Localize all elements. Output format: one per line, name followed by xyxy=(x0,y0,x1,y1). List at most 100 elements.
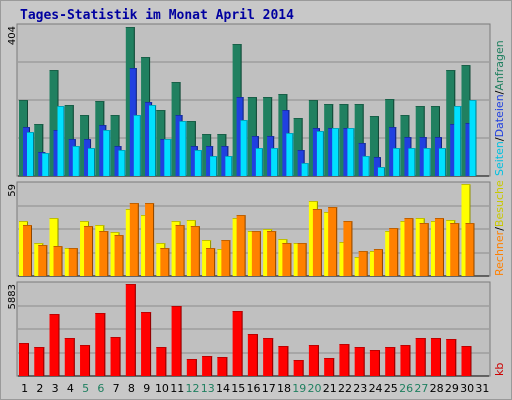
bar-seiten-14-top xyxy=(225,156,233,157)
bar-seiten-2-top xyxy=(42,153,50,154)
bar-kb-30-shade xyxy=(470,346,472,376)
bar-anfragen-11-top xyxy=(171,82,181,83)
bar-dateien-15 xyxy=(236,97,244,176)
bar-kb-17 xyxy=(263,338,274,376)
bar-dateien-3 xyxy=(53,130,61,176)
bar-seiten-23-top xyxy=(362,156,370,157)
bar-kb-13 xyxy=(202,356,213,376)
bar-rechner-15-top xyxy=(236,215,246,216)
bar-seiten-25-shade xyxy=(399,148,401,176)
bar-anfragen-28-top xyxy=(430,106,440,107)
bar-seiten-29 xyxy=(454,106,462,176)
bar-anfragen-14-top xyxy=(217,134,227,135)
bar-seiten-24-shade xyxy=(383,167,385,176)
bar-dateien-9-top xyxy=(145,102,153,103)
bar-dateien-23-top xyxy=(358,143,366,144)
bar-rechner-14 xyxy=(221,240,231,276)
bar-kb-4-top xyxy=(64,338,75,339)
bar-dateien-26 xyxy=(404,137,412,176)
bar-dateien-20-top xyxy=(312,128,320,129)
bar-kb-19-shade xyxy=(302,360,304,376)
bar-anfragen-24-shade xyxy=(377,116,379,176)
bar-kb-23 xyxy=(354,347,365,376)
x-label-28: 28 xyxy=(430,382,444,395)
x-label-22: 22 xyxy=(338,382,352,395)
bar-rechner-18-shade xyxy=(290,243,292,276)
bar-dateien-27-top xyxy=(419,137,427,138)
bar-kb-11-shade xyxy=(180,306,182,376)
bar-kb-2-shade xyxy=(43,347,45,376)
bar-kb-1 xyxy=(19,343,29,376)
bar-kb-25-top xyxy=(385,347,396,348)
bar-seiten-22 xyxy=(347,128,355,176)
bar-anfragen-7-shade xyxy=(118,115,120,176)
bar-anfragen-2-shade xyxy=(42,124,44,176)
bar-kb-6-shade xyxy=(104,313,106,376)
bar-seiten-20-top xyxy=(316,131,324,132)
bar-seiten-3-shade xyxy=(63,106,65,176)
bar-seiten-13-shade xyxy=(216,156,218,176)
bar-rechner-18-top xyxy=(282,243,292,244)
bar-dateien-18 xyxy=(282,110,290,176)
bar-dateien-26-top xyxy=(404,137,412,138)
bar-seiten-10-shade xyxy=(170,139,172,176)
bar-kb-9 xyxy=(141,312,152,376)
bar-rechner-11 xyxy=(175,225,185,276)
bar-rechner-19-top xyxy=(297,243,307,244)
bar-seiten-28 xyxy=(438,148,446,176)
bar-seiten-4-top xyxy=(72,146,80,147)
bar-kb-20 xyxy=(308,345,319,376)
bar-rechner-25-shade xyxy=(397,228,399,276)
bar-kb-28 xyxy=(430,338,441,376)
bar-besuche-11-top xyxy=(171,221,181,222)
legend-middle-0: Rechner xyxy=(493,230,506,276)
bar-anfragen-25-top xyxy=(385,99,395,100)
bar-rechner-12-shade xyxy=(198,226,200,276)
bar-rechner-6 xyxy=(99,231,109,276)
bar-seiten-1 xyxy=(27,132,34,176)
bar-rechner-25-top xyxy=(389,228,399,229)
bar-rechner-10 xyxy=(160,248,170,276)
bar-kb-7-shade xyxy=(119,337,121,376)
bar-anfragen-29-top xyxy=(446,70,456,71)
bar-seiten-7 xyxy=(118,150,126,176)
bar-dateien-14 xyxy=(221,146,229,176)
bar-seiten-8-top xyxy=(133,115,141,116)
bar-seiten-30-shade xyxy=(475,100,477,176)
bar-anfragen-24 xyxy=(369,116,379,176)
bar-kb-3 xyxy=(49,314,60,376)
bar-kb-25-shade xyxy=(394,347,396,376)
bar-dateien-8-top xyxy=(129,68,137,69)
bar-kb-18-top xyxy=(278,346,289,347)
x-label-4: 4 xyxy=(67,382,74,395)
bar-dateien-12 xyxy=(190,146,198,176)
bar-kb-23-shade xyxy=(363,347,365,376)
bar-seiten-14 xyxy=(225,156,233,176)
bar-dateien-4-top xyxy=(68,139,76,140)
bar-seiten-22-shade xyxy=(353,128,355,176)
bar-kb-18-shade xyxy=(287,346,289,376)
bar-seiten-28-shade xyxy=(444,148,446,176)
bar-rechner-3-shade xyxy=(61,246,63,276)
bar-anfragen-1-top xyxy=(19,100,28,101)
bar-besuche-3-top xyxy=(49,218,59,219)
bar-seiten-20-shade xyxy=(322,131,324,176)
bar-dateien-7-top xyxy=(114,146,122,147)
bar-seiten-24 xyxy=(377,167,385,176)
x-label-19: 19 xyxy=(292,382,306,395)
bar-kb-29-top xyxy=(446,339,457,340)
bar-kb-7-top xyxy=(110,337,121,338)
bar-seiten-17 xyxy=(271,148,279,176)
x-label-24: 24 xyxy=(369,382,383,395)
bar-seiten-9 xyxy=(149,105,157,176)
bar-anfragen-30-top xyxy=(461,65,471,66)
bar-kb-2 xyxy=(34,347,45,376)
bar-rechner-20-shade xyxy=(320,209,322,276)
bar-kb-17-top xyxy=(263,338,274,339)
bar-kb-15-shade xyxy=(241,311,243,376)
bar-seiten-8 xyxy=(133,115,141,176)
bar-rechner-26 xyxy=(404,218,414,276)
x-label-20: 20 xyxy=(308,382,322,395)
bar-kb-15 xyxy=(232,311,243,376)
bar-rechner-2-shade xyxy=(46,245,48,276)
